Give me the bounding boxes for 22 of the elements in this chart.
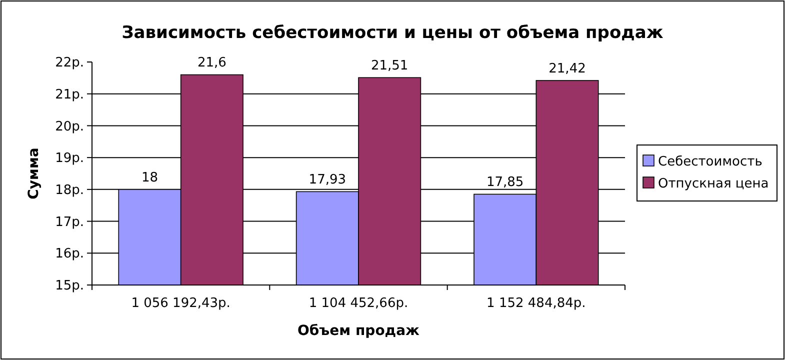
data-label: 21,51 [370,58,408,74]
y-tick-label: 19р. [55,151,84,166]
y-tick-label: 17р. [55,214,84,230]
chart-title: Зависимость себестоимости и цены от объема продаж [122,23,664,43]
y-tick-label: 22р. [55,56,84,71]
y-tick-label: 16р. [55,246,84,262]
data-label: 17,93 [308,172,346,188]
x-axis-title: Объем продаж [297,323,420,339]
y-tick-label: 20р. [55,119,84,134]
y-tick-label: 21р. [55,87,84,102]
y-tick-label: 18р. [55,182,84,198]
x-tick-label: 1 056 192,43р. [131,296,230,311]
x-tick-label: 1 104 452,66р. [308,296,408,311]
y-axis-title: Сумма [26,148,42,200]
data-label: 18 [141,170,158,186]
data-label: 21,6 [197,56,226,71]
legend-label: Себестоимость [658,154,762,170]
data-label: 21,42 [548,61,586,76]
y-tick-label: 15р. [55,278,84,294]
x-tick-label: 1 152 484,84р. [486,296,586,311]
legend-label: Отпускная цена [658,176,769,192]
data-label: 17,85 [486,175,524,190]
